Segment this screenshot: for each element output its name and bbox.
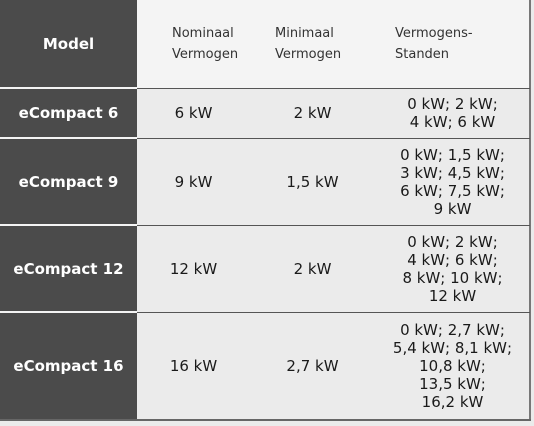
cell-line: Standen xyxy=(395,47,450,62)
cell-line: 12 kW xyxy=(428,286,477,305)
cell-line: Vermogens- xyxy=(395,26,473,41)
cell-line: 5,4 kW; 8,1 kW; xyxy=(392,338,513,357)
cell-line: 3 kW; 4,5 kW; xyxy=(400,163,505,182)
cell-line: 16 kW xyxy=(169,356,218,375)
border xyxy=(0,419,531,421)
border xyxy=(529,0,531,420)
cell-line: 6 kW; 7,5 kW; xyxy=(400,181,505,200)
data-cell: 2 kW xyxy=(250,88,375,138)
model-cell: eCompact 12 xyxy=(0,225,137,312)
data-cell: 0 kW; 2 kW; 4 kW; 6 kW; 8 kW; 10 kW; 12 kW xyxy=(375,225,530,312)
model-cell: eCompact 16 xyxy=(0,312,137,419)
data-cell: 6 kW xyxy=(137,88,250,138)
data-cell: 12 kW xyxy=(137,225,250,312)
row-separator xyxy=(137,88,530,89)
data-cell: 1,5 kW xyxy=(250,138,375,225)
header-cell: Model xyxy=(0,0,137,88)
cell-line: 9 kW xyxy=(433,199,472,218)
model-cell: eCompact 6 xyxy=(0,88,137,138)
cell-line: Vermogen xyxy=(172,47,239,62)
cell-line: eCompact 9 xyxy=(18,172,119,191)
cell-line: 2,7 kW xyxy=(286,356,339,375)
model-cell: eCompact 9 xyxy=(0,138,137,225)
cell-line: eCompact 6 xyxy=(18,104,119,122)
data-cell: 0 kW; 1,5 kW; 3 kW; 4,5 kW; 6 kW; 7,5 kW; 9… xyxy=(375,138,530,225)
cell-line: 0 kW; 2 kW; xyxy=(407,232,498,251)
cell-line: 1,5 kW xyxy=(286,172,339,191)
row-separator xyxy=(137,138,530,139)
cell-line: Minimaal xyxy=(275,26,334,41)
cell-line: Vermogen xyxy=(275,47,342,62)
model-column-bg xyxy=(0,0,137,420)
cell-line: 13,5 kW; xyxy=(419,374,486,393)
cell-line: 12 kW xyxy=(169,259,218,278)
cell-line: 0 kW; 1,5 kW; xyxy=(400,145,505,164)
data-cell: 2,7 kW xyxy=(250,312,375,419)
row-separator xyxy=(0,311,137,313)
header-cell: Minimaal Vermogen xyxy=(275,0,341,88)
cell-line: 16,2 kW xyxy=(421,392,484,411)
header-bg xyxy=(137,0,530,88)
data-cell: 0 kW; 2,7 kW; 5,4 kW; 8,1 kW; 10,8 kW; 13,5… xyxy=(375,312,530,419)
cell-line: 2 kW xyxy=(293,104,332,122)
data-cell: 9 kW xyxy=(137,138,250,225)
data-cell: 0 kW; 2 kW; 4 kW; 6 kW xyxy=(375,88,530,138)
data-cell: 2 kW xyxy=(250,225,375,312)
row-separator xyxy=(0,137,137,139)
cell-line: 4 kW; 6 kW; xyxy=(407,250,498,269)
cell-line: 0 kW; 2 kW; xyxy=(407,95,498,113)
header-cell: Vermogens- Standen xyxy=(395,0,473,88)
cell-line: eCompact 16 xyxy=(13,356,124,375)
cell-line: 4 kW; 6 kW xyxy=(409,113,496,131)
cell-line: eCompact 12 xyxy=(13,259,124,278)
row-separator xyxy=(137,225,530,226)
data-cell: 16 kW xyxy=(137,312,250,419)
cell-line: 0 kW; 2,7 kW; xyxy=(400,320,505,339)
header-cell: Nominaal Vermogen xyxy=(172,0,238,88)
cell-line: 8 kW; 10 kW; xyxy=(402,268,503,287)
cell-line: Model xyxy=(42,35,95,53)
cell-line: Nominaal xyxy=(172,26,234,41)
cell-line: 10,8 kW; xyxy=(419,356,486,375)
cell-line: 9 kW xyxy=(174,172,213,191)
row-separator xyxy=(137,312,530,313)
cell-line: 6 kW xyxy=(174,104,213,122)
row-separator xyxy=(0,87,137,89)
cell-line: 2 kW xyxy=(293,259,332,278)
row-separator xyxy=(0,224,137,226)
